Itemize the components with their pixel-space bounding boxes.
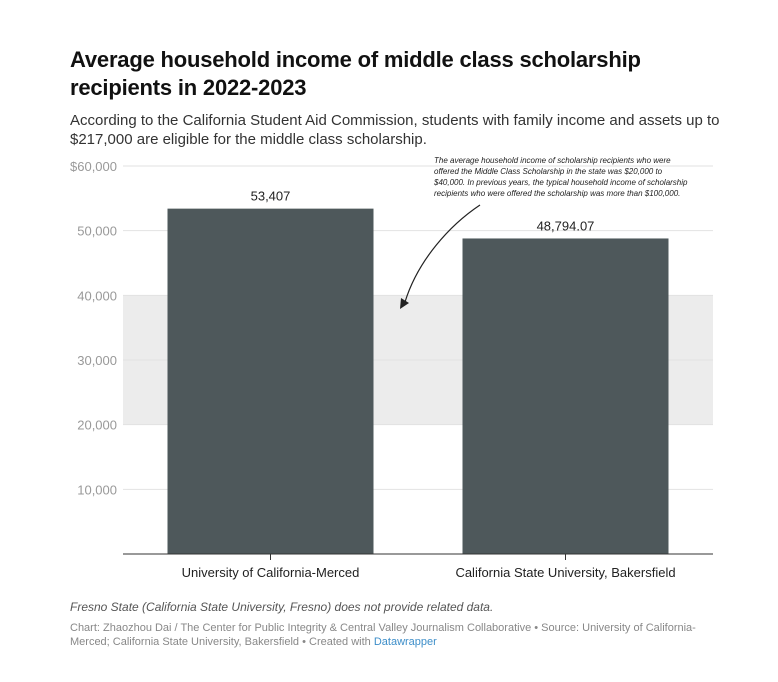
bar-value-label: 48,794.07 <box>537 218 595 233</box>
chart-subtitle: According to the California Student Aid … <box>70 112 720 148</box>
bar <box>167 208 374 554</box>
x-tick-label: University of California-Merced <box>182 565 360 580</box>
y-tick-label: $60,000 <box>70 159 117 174</box>
chart-title: Average household income of middle class… <box>70 47 641 100</box>
chart-footer: Fresno State (California State Universit… <box>70 600 720 649</box>
credit-text: Chart: Zhaozhou Dai / The Center for Pub… <box>70 622 696 648</box>
y-tick-label: 10,000 <box>77 482 117 497</box>
annotation-text: The average household income of scholars… <box>433 156 688 198</box>
annotation-line: The average household income of scholars… <box>434 156 671 165</box>
chart-header: Average household income of middle class… <box>70 46 720 149</box>
y-tick-label: 40,000 <box>77 288 117 303</box>
bar-chart: 10,000 20,000 30,000 40,000 50,000 $60,000 53,… <box>70 156 713 580</box>
y-tick-label: 50,000 <box>77 224 117 239</box>
footnote: Fresno State (California State Universit… <box>70 600 494 614</box>
x-tick-label: California State University, Bakersfield <box>455 565 675 580</box>
credit-line: Chart: Zhaozhou Dai / The Center for Pub… <box>70 621 720 649</box>
bar <box>462 238 669 554</box>
annotation-arrow <box>404 204 481 303</box>
datawrapper-link[interactable]: Datawrapper <box>373 636 437 648</box>
annotation-line: offered the Middle Class Scholarship in … <box>434 167 663 176</box>
annotation-line: recipients who were offered the scholars… <box>434 189 680 198</box>
y-tick-label: 30,000 <box>77 353 117 368</box>
annotation-arrowhead <box>400 298 409 309</box>
bar-value-label: 53,407 <box>251 189 291 204</box>
y-tick-label: 20,000 <box>77 418 117 433</box>
annotation-line: $40,000. In previous years, the typical … <box>433 178 688 187</box>
